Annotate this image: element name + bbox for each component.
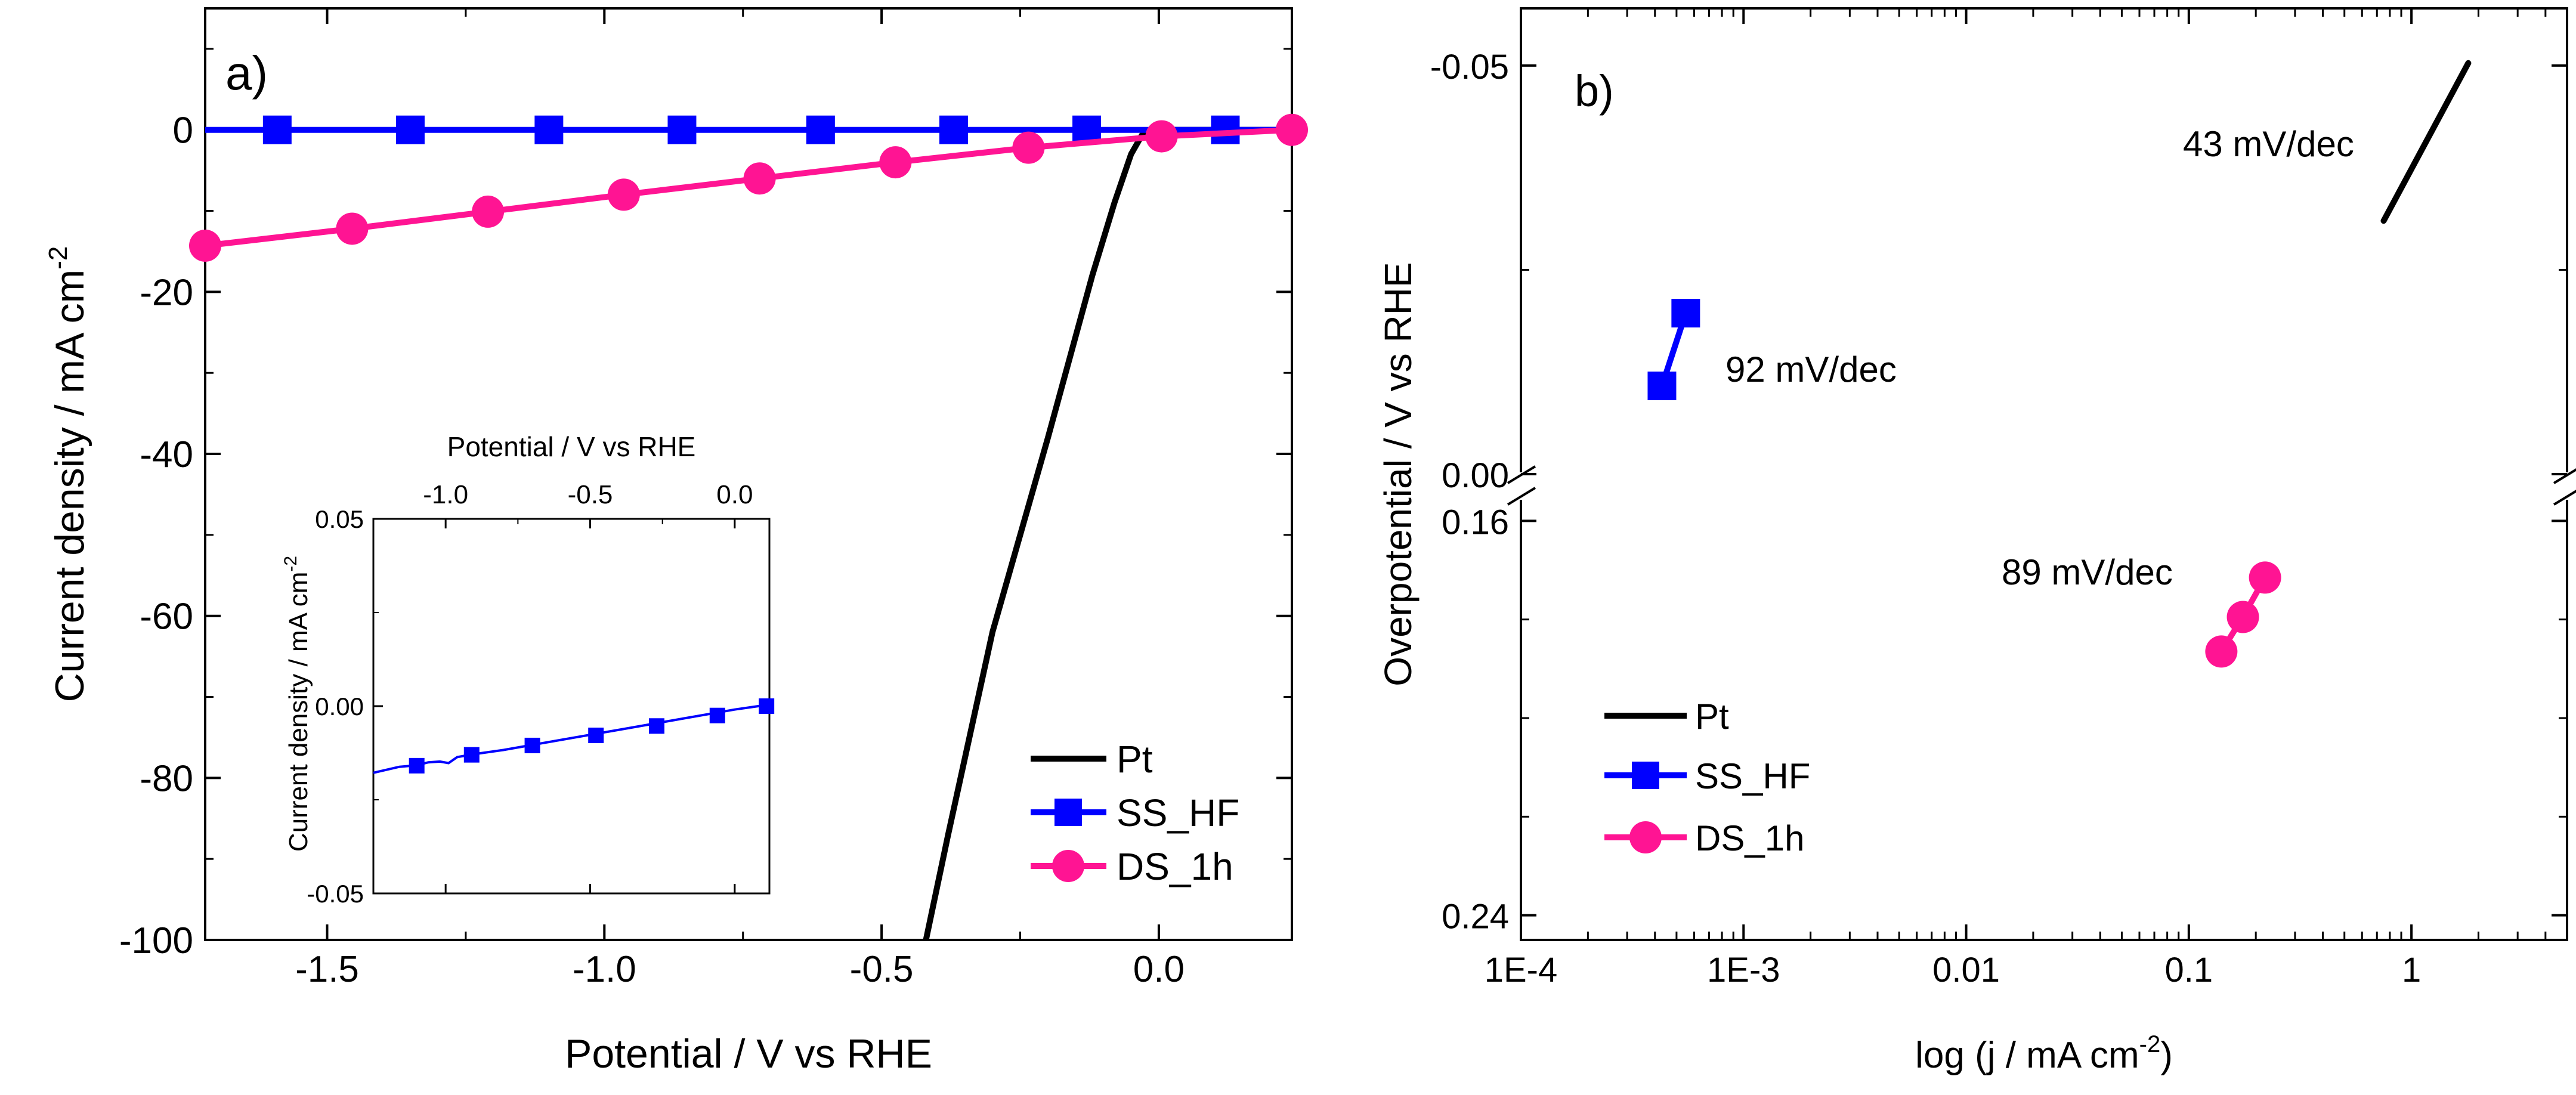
panel-a-frame xyxy=(204,7,1293,941)
panel-b-legend: Pt SS_HF DS_1h xyxy=(1604,697,1810,858)
inset-data-point-ss-hf xyxy=(759,698,775,714)
x-tick-label: -0.5 xyxy=(850,949,914,990)
data-point-ds-1h xyxy=(1145,120,1178,153)
legend-label-pt: Pt xyxy=(1117,738,1153,781)
inset-x-tick-label: -1.0 xyxy=(423,480,468,509)
y-tick-label: -60 xyxy=(140,596,193,638)
inset-data-point-ss-hf xyxy=(709,707,725,723)
panel-b-series xyxy=(1647,60,2472,668)
legend-marker-circle xyxy=(1052,850,1084,882)
data-point-ds-1h xyxy=(879,146,912,179)
inset-data-point-ss-hf xyxy=(409,757,425,774)
y-tick-label: 0.24 xyxy=(1442,898,1509,936)
y-tick-label: 0.00 xyxy=(1442,456,1509,495)
y-tick-label: -20 xyxy=(140,272,193,313)
inset-data-point-ss-hf xyxy=(648,718,664,734)
x-tick-label: 1E-3 xyxy=(1707,951,1780,989)
panel-a-ylabel: Current density / mA cm-2 xyxy=(44,246,92,703)
y-tick-label: -80 xyxy=(140,758,193,799)
data-point-ds-1h xyxy=(189,229,221,262)
panel-b-label: b) xyxy=(1575,66,1614,116)
inset-plot: -1.0 -0.5 0.0 0.05 0.00 -0.05 Potential / V v… xyxy=(281,431,775,908)
series-line-pt xyxy=(2380,60,2472,224)
inset-ylabel: Current density / mA cm-2 xyxy=(281,556,313,852)
inset-y-tick-label: 0.05 xyxy=(315,505,364,533)
legend-item-pt: Pt xyxy=(1031,738,1153,781)
legend-label-ds-1h: DS_1h xyxy=(1117,845,1233,888)
data-point-ds-1h xyxy=(1276,113,1308,146)
slope-annotation-ds-1h: 89 mV/dec xyxy=(2002,552,2173,592)
axis-break xyxy=(1507,465,2576,506)
legend-item-ss-hf: SS_HF xyxy=(1031,791,1239,834)
legend-item-ss-hf: SS_HF xyxy=(1604,756,1810,796)
legend-label-ds-1h: DS_1h xyxy=(1695,818,1804,858)
inset-xlabel: Potential / V vs RHE xyxy=(447,431,696,462)
data-point-ds-1h xyxy=(2249,561,2281,594)
x-tick-label: -1.5 xyxy=(295,949,359,990)
inset-data-point-ss-hf xyxy=(524,737,540,753)
panel-a-legend: Pt SS_HF DS_1h xyxy=(1031,738,1239,888)
y-tick-label: -0.05 xyxy=(1430,48,1509,86)
panel-b-ticks: 1E-4 1E-3 0.01 0.1 1 -0.05 0.00 0.16 0.24 xyxy=(1430,8,2568,989)
panel-a-series xyxy=(189,113,1308,941)
legend-marker-square xyxy=(1632,762,1659,789)
inset-ticks: -1.0 -0.5 0.0 0.05 0.00 -0.05 xyxy=(307,480,769,908)
data-point-ss-hf xyxy=(395,115,425,144)
inset-frame xyxy=(372,518,771,895)
x-tick-label: 1E-4 xyxy=(1485,951,1558,989)
panel-a-ticks: -1.5 -1.0 -0.5 0.00-20-40-60-80-100 xyxy=(119,8,1292,990)
legend-item-ds-1h: DS_1h xyxy=(1031,845,1233,888)
legend-label-ss-hf: SS_HF xyxy=(1695,756,1810,796)
x-tick-label: 1 xyxy=(2402,951,2421,989)
inset-y-tick-label: 0.00 xyxy=(315,692,364,720)
inset-data-point-ss-hf xyxy=(463,747,480,763)
panel-a-xlabel: Potential / V vs RHE xyxy=(565,1031,932,1077)
data-point-ss-hf xyxy=(806,115,835,144)
x-tick-label: 0.0 xyxy=(1133,949,1185,990)
y-tick-label: 0.16 xyxy=(1442,503,1509,542)
panel-b-ylabel: Overpotential / V vs RHE xyxy=(1377,262,1420,686)
y-tick-label: -40 xyxy=(140,434,193,475)
data-point-ss-hf xyxy=(534,115,564,144)
inset-series xyxy=(373,698,775,774)
data-point-ss-hf xyxy=(1647,372,1677,401)
data-point-ds-1h xyxy=(2226,601,2259,633)
inset-data-point-ss-hf xyxy=(588,727,604,743)
data-point-ss-hf xyxy=(1671,299,1700,328)
legend-item-ds-1h: DS_1h xyxy=(1604,818,1804,858)
slope-annotation-pt: 43 mV/dec xyxy=(2183,124,2354,164)
data-point-ss-hf xyxy=(262,115,292,144)
panel-b-xlabel: log (j / mA cm-2) xyxy=(1915,1031,2173,1076)
data-point-ds-1h xyxy=(743,162,776,195)
panel-a: a) -1.5 -1.0 -0.5 0.00-20-40-60-80-100 Pote… xyxy=(44,7,1308,1077)
legend-marker-circle xyxy=(1629,821,1662,853)
inset-y-tick-label: -0.05 xyxy=(307,880,364,908)
legend-item-pt: Pt xyxy=(1604,697,1729,737)
x-tick-label: 0.01 xyxy=(1932,951,2000,989)
legend-label-pt: Pt xyxy=(1695,697,1729,737)
x-tick-label: -1.0 xyxy=(573,949,636,990)
slope-annotation-ss-hf: 92 mV/dec xyxy=(1725,349,1897,389)
x-tick-label: 0.1 xyxy=(2164,951,2213,989)
inset-x-tick-label: -0.5 xyxy=(568,480,613,509)
data-point-ss-hf xyxy=(939,115,968,144)
data-point-ds-1h xyxy=(336,212,369,245)
data-point-ds-1h xyxy=(472,195,505,228)
data-point-ds-1h xyxy=(2205,635,2238,668)
panel-b: b) 1E-4 1E-3 0.01 0.1 1 -0.05 0.00 0.16 0.24 log… xyxy=(1377,7,2576,1076)
data-point-ds-1h xyxy=(607,178,640,211)
y-tick-label: 0 xyxy=(173,110,193,151)
y-tick-label: -100 xyxy=(119,920,193,961)
panel-a-label: a) xyxy=(225,47,268,100)
legend-marker-square xyxy=(1054,799,1082,826)
inset-x-tick-label: 0.0 xyxy=(716,480,753,509)
data-point-ds-1h xyxy=(1012,131,1045,164)
legend-label-ss-hf: SS_HF xyxy=(1117,791,1239,834)
data-point-ss-hf xyxy=(667,115,697,144)
